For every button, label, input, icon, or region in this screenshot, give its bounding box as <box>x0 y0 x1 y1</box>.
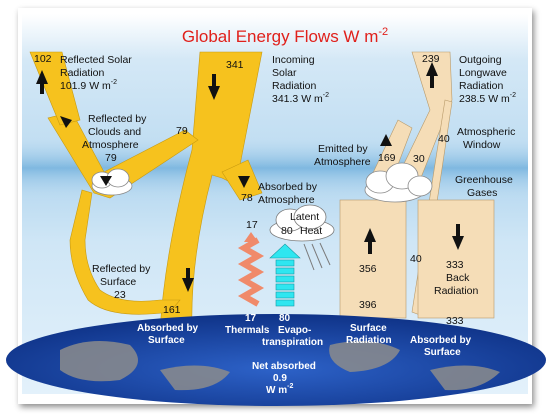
reflected-total-value: 102 <box>34 53 52 65</box>
surface-total-value: 396 <box>359 299 377 311</box>
incoming-label-2: Solar <box>272 67 297 79</box>
reflected-clouds-label-2: Clouds and <box>88 126 141 138</box>
emitted-clouds-value: 30 <box>413 153 425 165</box>
reflected-clouds-value: 79 <box>105 152 117 164</box>
evapo-label-1: Evapo- <box>278 325 311 336</box>
atmospheric-window-label-2: Window <box>463 139 501 151</box>
reflected-solar-value-group: 101.9 W m-2 <box>60 79 117 92</box>
rain-lines <box>303 242 331 271</box>
surface-radiation-label-1: Surface <box>350 323 387 334</box>
back-value: 333 <box>446 259 464 271</box>
atmospheric-window-label-1: Atmospheric <box>457 126 515 138</box>
absorbed-surface-right-1: Absorbed by <box>410 335 472 346</box>
net-absorbed-value: 0.9 <box>273 373 287 384</box>
greenhouse-label-2: Gases <box>467 187 497 199</box>
reflected-surface-value: 23 <box>114 289 126 301</box>
title-superscript: -2 <box>378 26 388 38</box>
window-low-value: 40 <box>410 253 422 265</box>
reflected-clouds-label-1: Reflected by <box>88 113 147 125</box>
thermals-bottom-value: 17 <box>245 313 257 324</box>
back-radiation-label-1: Back <box>446 272 470 284</box>
land-mass-center <box>160 365 230 391</box>
net-absorbed-label: Net absorbed <box>252 361 316 372</box>
reflected-solar-label-1: Reflected Solar <box>60 54 132 66</box>
reflected-clouds-label-3: Atmosphere <box>82 139 139 151</box>
net-absorbed-unit-group: W m-2 <box>266 383 293 396</box>
reflected-solar-beam <box>29 51 81 126</box>
absorbed-surface-right-2: Surface <box>424 347 461 358</box>
net-absorbed-unit: W m <box>266 385 287 396</box>
incoming-unit-sup: -2 <box>323 92 329 99</box>
outgoing-value-group: 238.5 W m-2 <box>459 92 516 105</box>
incoming-value: 341 <box>226 59 244 71</box>
evapo-stack <box>269 243 301 307</box>
latent-value: 80 <box>281 225 293 237</box>
surface-radiation-label-2: Radiation <box>346 335 392 346</box>
thermals-label: Thermals <box>225 325 270 336</box>
absorbed-surface-left-1: Absorbed by <box>137 323 199 334</box>
window-value: 40 <box>438 133 450 145</box>
surface-up-value: 356 <box>359 263 377 275</box>
back-radiation-label-2: Radiation <box>434 285 479 297</box>
reflected-clouds-flow <box>47 111 199 199</box>
surface-radiation-column <box>339 199 407 319</box>
absorbed-atmosphere-label-1: Absorbed by <box>258 181 318 193</box>
land-mass-left <box>60 341 138 382</box>
reflected-surface-label-2: Surface <box>100 276 136 288</box>
outgoing-label-1: Outgoing <box>459 54 502 66</box>
reflected-solar-label-2: Radiation <box>60 67 105 79</box>
latent-heat-label-1: Latent <box>290 211 319 223</box>
reflected-clouds-arrow-value: 79 <box>176 125 188 137</box>
incoming-solar-value: 341.3 W m <box>272 93 323 105</box>
emitted-atmosphere-label-1: Emitted by <box>318 143 368 155</box>
cloud-left <box>91 168 133 196</box>
absorbed-surface-value: 161 <box>163 304 181 316</box>
evapo-value: 80 <box>279 313 291 324</box>
incoming-value-group: 341.3 W m-2 <box>272 92 329 105</box>
reflected-solar-value: 101.9 W m <box>60 80 111 92</box>
earth-surface <box>6 314 546 406</box>
absorbed-surface-left-2: Surface <box>148 335 185 346</box>
evapo-label-2: transpiration <box>262 337 323 348</box>
emitted-atmosphere-label-2: Atmosphere <box>314 156 371 168</box>
title-group: Global Energy Flows W m-2 <box>182 26 388 46</box>
incoming-label-1: Incoming <box>272 54 315 66</box>
outgoing-unit-sup: -2 <box>510 92 516 99</box>
cloud-latent <box>269 204 335 242</box>
latent-heat-label-2: Heat <box>300 225 322 237</box>
greenhouse-label-1: Greenhouse <box>455 174 513 186</box>
thermals-arrowhead <box>244 232 258 242</box>
outgoing-label-3: Radiation <box>459 80 504 92</box>
thermals-top-value: 17 <box>246 219 258 231</box>
land-mass-far-right <box>430 365 500 391</box>
back-absorbed-value: 333 <box>446 315 464 327</box>
outgoing-value: 239 <box>422 53 440 65</box>
incoming-label-3: Radiation <box>272 80 317 92</box>
flow-arrows <box>36 62 464 292</box>
absorbed-atmosphere-label-2: Atmosphere <box>258 194 315 206</box>
reflected-surface-label-1: Reflected by <box>92 263 151 275</box>
land-mass-right <box>329 341 400 372</box>
cloud-right <box>364 162 433 203</box>
diagram-title: Global Energy Flows W m <box>182 27 379 46</box>
emitted-atmosphere-value: 169 <box>378 152 396 164</box>
back-radiation-column <box>417 199 495 319</box>
thermals-zigzag <box>237 237 265 307</box>
reflected-surface-flow <box>69 189 181 315</box>
absorbed-atmosphere-value: 78 <box>241 192 253 204</box>
outgoing-label-2: Longwave <box>459 67 507 79</box>
net-absorbed-unit-sup: -2 <box>287 383 293 390</box>
outgoing-longwave-value: 238.5 W m <box>459 93 510 105</box>
reflected-solar-unit-sup: -2 <box>111 79 117 86</box>
